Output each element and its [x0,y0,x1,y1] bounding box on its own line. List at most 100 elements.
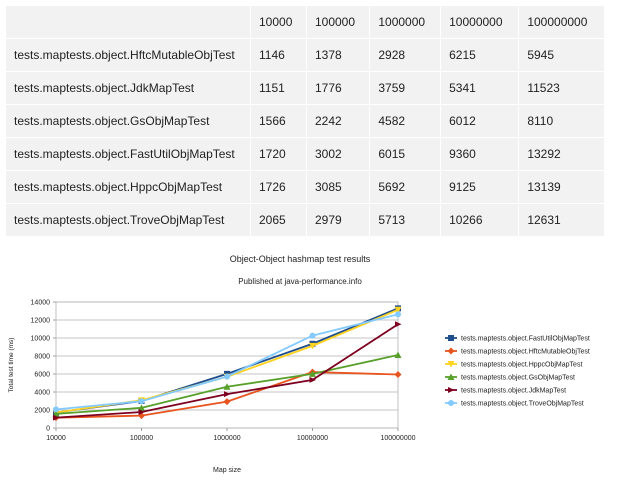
legend-label: tests.maptests.object.FastUtilObjMapTest [461,336,590,343]
data-point [223,383,231,390]
y-tick-label: 14000 [31,300,51,307]
data-point [447,347,455,355]
y-axis-label: Total test time (ms) [8,338,15,393]
table-cell: 2979 [305,203,371,237]
data-point [448,400,454,406]
plot-frame [55,301,399,429]
series-line [55,308,399,414]
table-cell: 13292 [518,137,605,171]
table-row-name: tests.maptests.object.FastUtilObjMapTest [5,137,251,171]
table-cell: 1151 [250,71,307,105]
data-point [309,376,316,383]
table-cell: 1146 [250,38,307,72]
table-cell: 1726 [250,170,307,204]
series-line [55,307,399,414]
table-row: tests.maptests.object.TroveObjMapTest 206… [5,203,605,237]
table-row: tests.maptests.object.FastUtilObjMapTest… [5,137,605,171]
table-cell: 9360 [440,137,520,171]
table-header-cell: 1000000 [369,5,442,39]
data-point [53,406,59,413]
data-point [394,370,402,378]
x-tick-label: 100000 [130,435,153,442]
table-row-name: tests.maptests.object.HppcObjMapTest [5,170,251,204]
y-tick-label: 2000 [34,408,50,415]
data-point [309,370,316,377]
data-point [447,361,455,368]
data-point [395,321,402,328]
legend-label: tests.maptests.object.TroveObjMapTest [461,401,584,408]
y-tick-label: 8000 [34,354,50,361]
x-tick-label: 1000000 [213,435,240,442]
table-cell: 2065 [250,203,307,237]
data-point [447,373,455,380]
table-cell: 8110 [518,104,605,138]
legend-label: tests.maptests.object.HftcMutableObjTest [461,349,590,356]
legend-label: tests.maptests.object.JdkMapTest [461,388,566,395]
table-cell: 2242 [305,104,371,138]
table-cell: 1720 [250,137,307,171]
table-cell: 6012 [440,104,520,138]
results-table: 10000 100000 1000000 10000000 100000000 tests… [5,5,605,237]
y-tick-label: 10000 [31,336,51,343]
table-header-cell: 100000000 [518,5,605,39]
table-cell: 5341 [440,71,520,105]
table-cell: 10266 [440,203,520,237]
table-cell: 13139 [518,170,605,204]
table-cell: 11523 [518,71,605,105]
table-cell: 12631 [518,203,605,237]
table-row: tests.maptests.object.HppcObjMapTest 1726… [5,170,605,204]
x-axis-label: Map size [213,467,241,474]
table-row: tests.maptests.object.GsObjMapTest 1566 22… [5,104,605,138]
chart-subtitle: Published at java-performance.info [238,277,362,286]
data-point [53,414,60,421]
table-cell: 5713 [369,203,442,237]
table-cell: 3085 [305,170,371,204]
y-tick-label: 6000 [34,372,50,379]
table-cell: 1378 [305,38,371,72]
table-header-row: 10000 100000 1000000 10000000 100000000 [5,5,605,39]
data-point [223,398,231,406]
table-header-cell: 10000000 [440,5,520,39]
table-header-corner [5,5,251,39]
y-tick-label: 0 [46,426,50,433]
data-point [395,311,401,318]
results-table-body: 10000 100000 1000000 10000000 100000000 tests… [5,5,605,237]
table-cell: 5945 [518,38,605,72]
table-cell: 5692 [369,170,442,204]
table-header-cell: 100000 [305,5,371,39]
y-tick-label: 4000 [34,390,50,397]
x-tick-label: 10000 [46,435,66,442]
table-row: tests.maptests.object.JdkMapTest 1151 1776… [5,71,605,105]
table-cell: 6015 [369,137,442,171]
table-cell: 6215 [440,38,520,72]
data-point [394,351,402,359]
table-row-name: tests.maptests.object.GsObjMapTest [5,104,251,138]
chart-title: Object-Object hashmap test results [230,254,371,264]
legend-label: tests.maptests.object.GsObjMapTest [461,375,575,382]
table-row-name: tests.maptests.object.HftcMutableObjTest [5,38,251,72]
table-row: tests.maptests.object.HftcMutableObjTest… [5,38,605,72]
table-cell: 4582 [369,104,442,138]
table-cell: 2928 [369,38,442,72]
legend-label: tests.maptests.object.HppcObjMapTest [461,362,582,369]
data-point [394,306,402,314]
table-row-name: tests.maptests.object.TroveObjMapTest [5,203,251,237]
table-cell: 3002 [305,137,371,171]
data-point [309,342,316,350]
data-point [448,387,455,393]
table-cell: 9125 [440,170,520,204]
y-tick-label: 12000 [31,318,51,325]
data-point [138,404,145,411]
data-point [138,409,145,416]
data-point [309,332,316,339]
data-point [224,391,231,398]
data-point [448,335,454,341]
table-header-cell: 10000 [250,5,307,39]
table-row-name: tests.maptests.object.JdkMapTest [5,71,251,105]
table-cell: 1776 [305,71,371,105]
table-cell: 1566 [250,104,307,138]
x-tick-label: 10000000 [297,435,328,442]
x-tick-label: 100000000 [380,435,415,442]
data-point [224,373,230,380]
data-point [138,398,145,405]
